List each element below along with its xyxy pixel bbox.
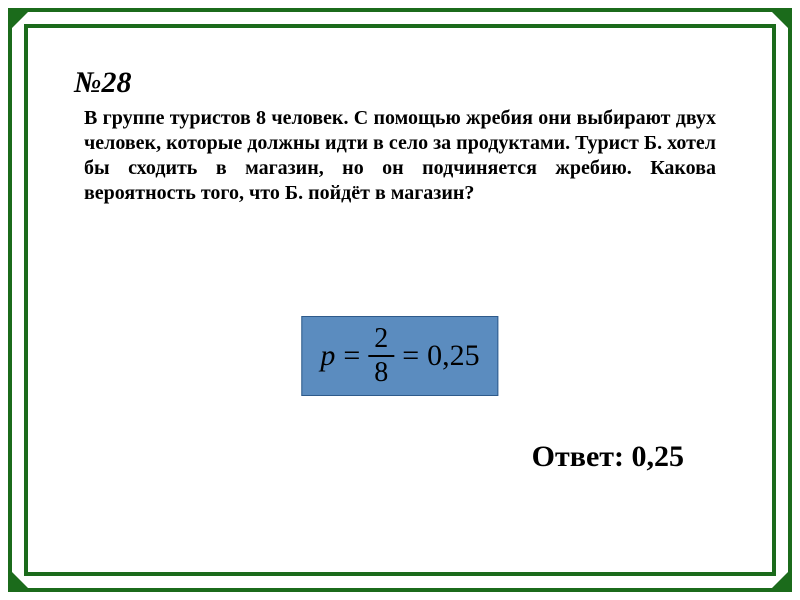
- formula-variable: p: [320, 339, 335, 373]
- formula-result: 0,25: [427, 339, 480, 373]
- content-area: №28 В группе туристов 8 человек. С помощ…: [56, 56, 744, 544]
- fraction-denominator: 8: [368, 359, 394, 387]
- equals-sign: =: [343, 339, 360, 373]
- fraction: 2 8: [368, 325, 394, 387]
- frame-inner: №28 В группе туристов 8 человек. С помощ…: [24, 24, 776, 576]
- answer-label: Ответ: 0,25: [532, 440, 684, 474]
- problem-number: №28: [74, 66, 726, 100]
- formula-box: p = 2 8 = 0,25: [301, 316, 498, 396]
- equals-sign: =: [402, 339, 419, 373]
- fraction-numerator: 2: [368, 325, 394, 353]
- problem-text: В группе туристов 8 человек. С помощью ж…: [74, 106, 726, 206]
